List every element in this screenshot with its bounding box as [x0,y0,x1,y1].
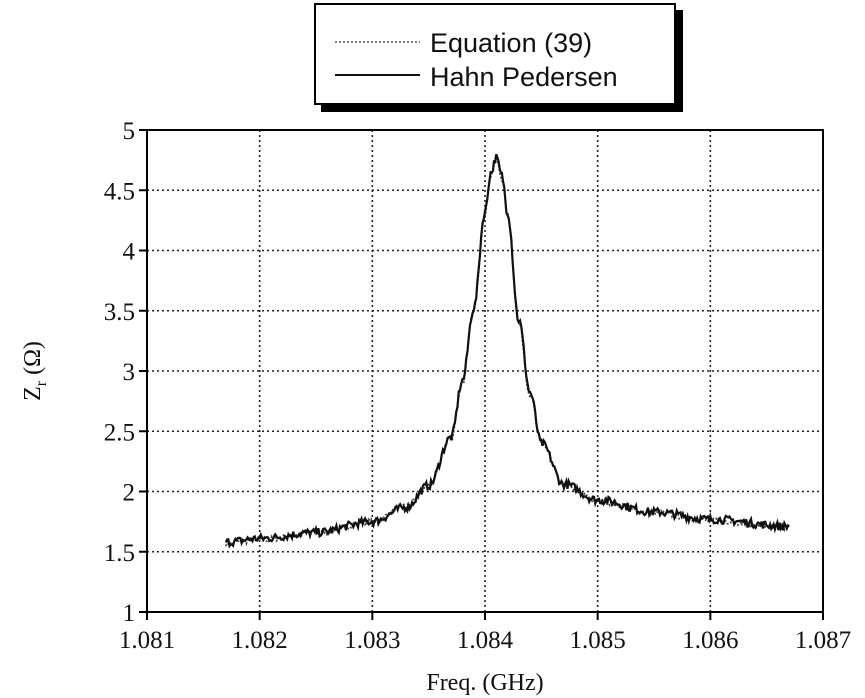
x-tick-label: 1.087 [795,627,851,654]
svg-text:Zr(Ω): Zr (Ω) [20,341,50,401]
x-tick-label: 1.083 [344,627,400,654]
grid [147,130,823,612]
x-tick-label: 1.082 [232,627,288,654]
y-tick-label: 3.5 [104,299,135,326]
x-tick-label: 1.086 [682,627,738,654]
y-tick-label: 4.5 [104,178,135,205]
series-line-1 [224,153,790,549]
y-axis-title: Zr (Ω) [20,341,50,401]
x-tick-label: 1.081 [119,627,175,654]
y-tick-label: 3 [123,359,136,386]
legend-label-series-0: Equation (39) [430,28,592,58]
x-axis-title: Freq. (GHz) [426,670,543,696]
y-tick-label: 2.5 [104,419,135,446]
x-tick-label: 1.084 [457,627,514,654]
x-tick-label: 1.085 [570,627,626,654]
y-tick-label: 1.5 [104,540,135,567]
legend-label-series-1: Hahn Pedersen [430,62,618,92]
y-tick-label: 4 [123,239,136,266]
series-layer [224,153,790,549]
y-axis-title-unit: (Ω) [20,341,46,375]
y-axis-title-subscript: r [33,380,50,386]
y-tick-label: 2 [123,480,136,507]
y-tick-label: 1 [123,600,136,627]
y-tick-label: 5 [123,118,136,145]
legend: Equation (39) Hahn Pedersen [314,3,683,112]
legend-box [314,3,676,105]
ticks: 1.081 1.082 1.083 1.084 1.085 1.086 1.087 1 1.5 2… [104,118,851,654]
y-axis-title-symbol: Z [20,386,46,401]
